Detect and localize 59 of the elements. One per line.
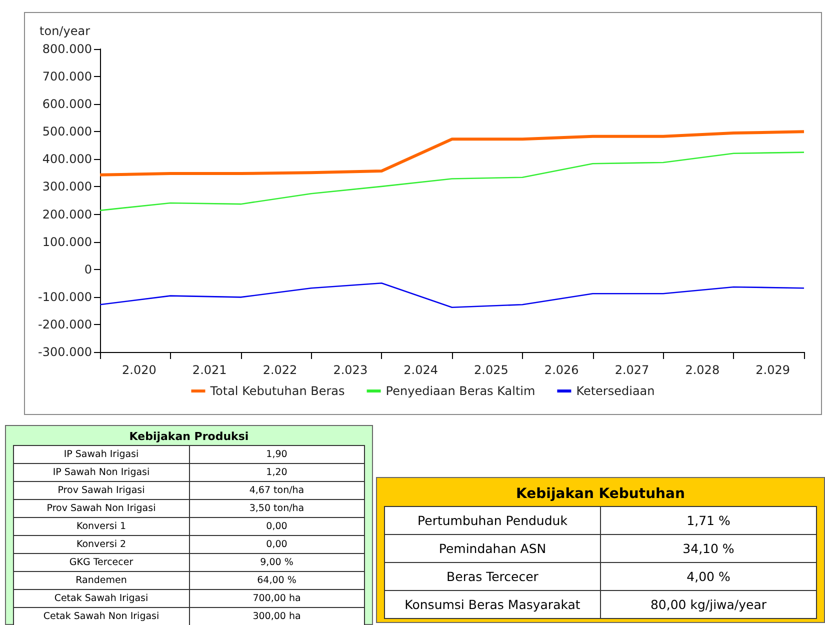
y-tick-label: -100.000 (38, 290, 92, 304)
x-tick-label: 2.024 (404, 363, 438, 377)
legend-label: Ketersediaan (576, 384, 655, 398)
text: Prov Sawah Irigasi (14, 482, 189, 500)
y-tick-label: -200.000 (38, 317, 92, 332)
text: GKG Tercecer (14, 554, 189, 572)
text: 64,00 % (189, 572, 364, 590)
text: Cetak Sawah Irigasi (14, 590, 189, 608)
text: Kebijakan Produksi (128, 429, 250, 445)
text: Beras Tercecer (384, 562, 600, 590)
y-tick-label: 100.000 (42, 234, 92, 249)
y-tick-label: 0 (84, 262, 92, 276)
line-series (99, 282, 805, 308)
y-axis-title: ton/year (40, 24, 90, 38)
legend-label: Penyediaan Beras Kaltim (386, 384, 536, 398)
text: 9,00 % (189, 554, 364, 572)
text: Konsumsi Beras Masyarakat (384, 590, 600, 618)
x-tick-label: 2.021 (192, 363, 227, 377)
text: 3,50 ton/ha (189, 500, 364, 518)
y-tick-label: -300.000 (38, 345, 92, 359)
x-tick-label: 2.025 (474, 363, 508, 377)
text: 0,00 (189, 518, 364, 536)
x-tick-label: 2.020 (122, 363, 156, 377)
line-series (99, 152, 805, 212)
line-series (98, 130, 806, 176)
text: Konversi 1 (14, 518, 189, 536)
x-tick-label: 2.029 (756, 363, 790, 377)
text: 80,00 kg/jiwa/year (600, 590, 816, 618)
x-tick-label: 2.027 (614, 363, 650, 377)
text: 0,00 (189, 536, 364, 554)
x-tick-label: 2.022 (262, 363, 298, 377)
text: 1,71 % (600, 506, 816, 534)
y-tick-label: 200.000 (42, 207, 92, 222)
text: IP Sawah Irigasi (14, 446, 189, 464)
y-tick-label: 700.000 (42, 70, 92, 84)
y-tick-label: 800.000 (42, 42, 92, 56)
y-tick-label: 500.000 (42, 124, 92, 139)
text: 4,67 ton/ha (189, 482, 364, 500)
y-tick-label: 600.000 (42, 97, 92, 112)
legend-label: Total Kebutuhan Beras (209, 384, 345, 398)
text: Konversi 2 (14, 536, 189, 554)
text: 300,00 ha (189, 608, 364, 625)
text: Randemen (14, 572, 189, 590)
y-tick-label: 400.000 (42, 152, 92, 166)
text: 34,10 % (600, 534, 816, 562)
text: 1,90 (189, 446, 364, 464)
x-tick-label: 2.026 (544, 363, 579, 377)
text: Pertumbuhan Penduduk (384, 506, 600, 534)
text: 4,00 % (600, 562, 816, 590)
text: 700,00 ha (189, 590, 364, 608)
x-tick-label: 2.023 (333, 363, 368, 377)
x-tick-label: 2.028 (685, 363, 720, 377)
text: Kebijakan Kebutuhan (515, 485, 686, 504)
text: IP Sawah Non Irigasi (14, 464, 189, 482)
text: Pemindahan ASN (384, 534, 600, 562)
y-tick-label: 300.000 (42, 180, 92, 194)
text: Prov Sawah Non Irigasi (14, 500, 189, 518)
text: 1,20 (189, 464, 364, 482)
text: Cetak Sawah Non Irigasi (14, 608, 189, 625)
